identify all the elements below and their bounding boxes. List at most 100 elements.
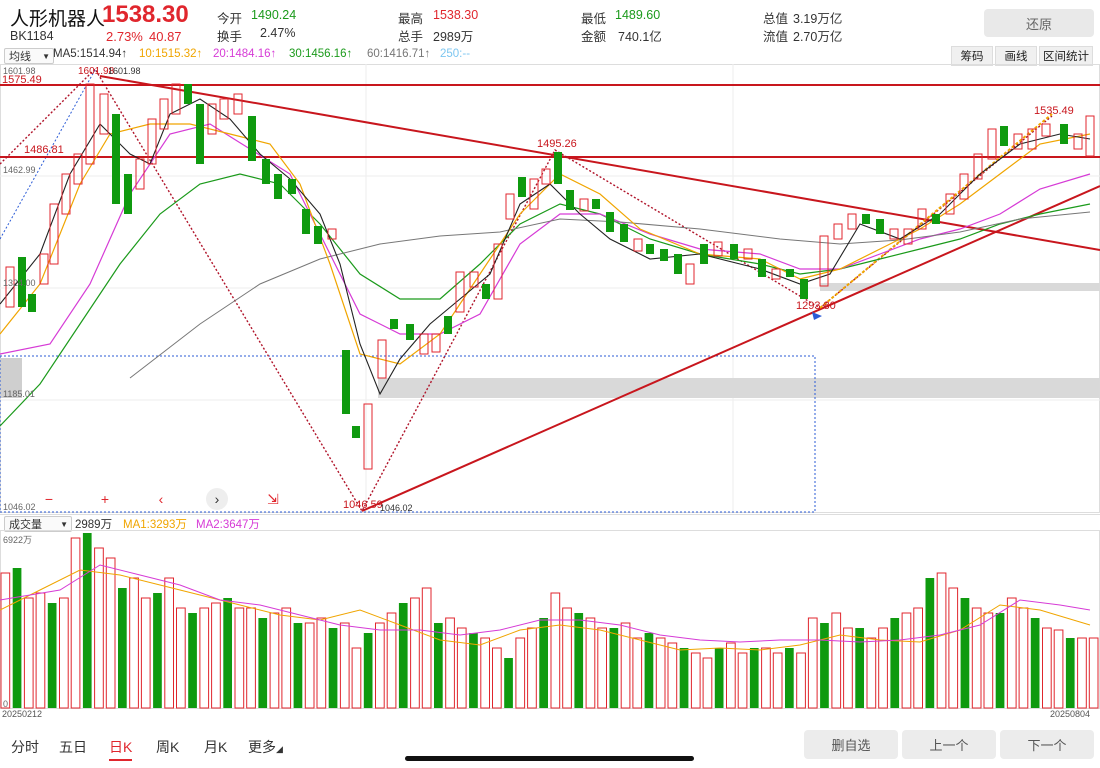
volume-select-value: 成交量 bbox=[9, 519, 42, 531]
volume-bar bbox=[47, 603, 57, 708]
next-button[interactable]: 下一个 bbox=[1000, 730, 1094, 759]
stat-label-total-value: 总值 bbox=[763, 12, 789, 26]
range-stats-button[interactable]: 区间统计 bbox=[1039, 46, 1093, 66]
volume-bar bbox=[820, 623, 829, 708]
volume-bar bbox=[304, 622, 315, 709]
tab-monthly-k[interactable]: 月K bbox=[204, 739, 228, 755]
stat-value-open: 1490.24 bbox=[251, 8, 297, 22]
volume-bar bbox=[1042, 627, 1052, 709]
stat-label-open: 今开 bbox=[217, 12, 243, 26]
volume-bar bbox=[855, 628, 864, 708]
volume-bar bbox=[585, 617, 596, 709]
volume-bar bbox=[644, 633, 654, 708]
price-axis-top: 1601.98 bbox=[3, 66, 36, 76]
high-label-2: 1601.98 bbox=[108, 66, 141, 76]
stat-value-high: 1538.30 bbox=[433, 8, 479, 22]
volume-bar bbox=[199, 607, 210, 709]
volume-bar bbox=[690, 652, 701, 709]
volume-bar bbox=[398, 603, 408, 708]
volume-bar bbox=[726, 642, 736, 709]
tab-five-day[interactable]: 五日 bbox=[59, 739, 87, 755]
volume-bar bbox=[527, 627, 537, 709]
volume-bar bbox=[772, 652, 783, 709]
volume-bar bbox=[1018, 607, 1029, 709]
volume-bar bbox=[609, 628, 619, 708]
volume-bar bbox=[574, 613, 584, 708]
restore-button[interactable]: 还原 bbox=[984, 9, 1094, 37]
volume-bar bbox=[23, 597, 34, 709]
volume-date-start: 20250212 bbox=[2, 709, 43, 719]
stock-name: 人形机器人 bbox=[10, 9, 106, 30]
volume-bar bbox=[188, 613, 197, 708]
volume-bar bbox=[796, 652, 806, 709]
volume-bar bbox=[597, 627, 607, 709]
volume-bar bbox=[936, 572, 947, 709]
ma20-line bbox=[0, 123, 1091, 355]
stat-label-turnover: 换手 bbox=[217, 30, 243, 44]
ma-select-value: 均线 bbox=[9, 51, 31, 63]
volume-bar bbox=[831, 612, 842, 709]
tab-weekly-k[interactable]: 周K bbox=[156, 739, 180, 755]
draw-line-button[interactable]: 画线 bbox=[995, 46, 1037, 66]
volume-bar bbox=[12, 568, 22, 708]
stat-label-amount: 金额 bbox=[581, 30, 607, 44]
volume-select[interactable]: 成交量 ▼ bbox=[4, 516, 72, 532]
price-chart[interactable] bbox=[0, 64, 1100, 514]
volume-bar bbox=[211, 602, 221, 709]
previous-button[interactable]: 上一个 bbox=[902, 730, 996, 759]
candlesticks bbox=[5, 83, 1095, 470]
tab-more-label: 更多 bbox=[248, 739, 276, 755]
chips-button[interactable]: 筹码 bbox=[951, 46, 993, 66]
zoom-in-icon[interactable]: + bbox=[100, 491, 110, 507]
current-price: 1538.30 bbox=[102, 1, 189, 28]
volume-bar bbox=[246, 607, 256, 709]
volume-bar bbox=[386, 612, 397, 709]
volume-bar bbox=[410, 597, 420, 709]
stat-label-high: 最高 bbox=[398, 12, 424, 26]
volume-bar bbox=[480, 637, 490, 709]
fit-range-icon[interactable]: ⇲ bbox=[267, 490, 279, 507]
volume-bar bbox=[562, 607, 572, 709]
ma60-line bbox=[129, 211, 1091, 379]
volume-ma2: MA2:3647万 bbox=[196, 519, 260, 531]
volume-bar bbox=[679, 648, 689, 708]
volume-date-end: 20250804 bbox=[1050, 709, 1091, 719]
ma30-value: 30:1456.16↑ bbox=[289, 48, 353, 60]
volume-chart[interactable] bbox=[0, 530, 1100, 710]
tab-more[interactable]: 更多◢ bbox=[248, 737, 283, 757]
expand-icon: ◢ bbox=[276, 744, 283, 754]
volume-bar bbox=[1077, 637, 1087, 709]
descending-trendline bbox=[99, 75, 1100, 251]
volume-bar bbox=[901, 612, 912, 709]
volume-axis-bottom: 0 bbox=[3, 699, 9, 709]
volume-bar bbox=[843, 627, 853, 709]
level-label-1575: 1575.49 bbox=[2, 74, 42, 86]
zoom-out-icon[interactable]: − bbox=[44, 491, 54, 507]
volume-bar bbox=[1006, 597, 1017, 709]
change-amount: 40.87 bbox=[149, 29, 182, 44]
tab-intraday[interactable]: 分时 bbox=[11, 739, 39, 755]
ma250-value: 250:-- bbox=[440, 48, 471, 60]
stat-label-low: 最低 bbox=[581, 12, 607, 26]
volume-ma1: MA1:3293万 bbox=[123, 519, 187, 531]
pan-left-icon[interactable]: ‹ bbox=[158, 491, 164, 507]
price-axis-low2: 1185.01 bbox=[3, 389, 35, 399]
volume-bar bbox=[995, 613, 1005, 708]
tab-daily-k[interactable]: 日K bbox=[109, 737, 133, 761]
ma60-value: 60:1416.71↑ bbox=[367, 48, 431, 60]
volume-bar bbox=[749, 648, 759, 708]
low-label-2: 1046.02 bbox=[380, 503, 413, 513]
pan-right-icon[interactable]: › bbox=[206, 488, 228, 510]
level-label-1486: 1486.81 bbox=[24, 144, 64, 156]
volume-bar bbox=[492, 647, 502, 709]
volume-bar bbox=[234, 607, 245, 709]
volume-bar bbox=[223, 598, 232, 708]
ma-select[interactable]: 均线 ▼ bbox=[4, 48, 54, 64]
volume-bar bbox=[269, 612, 280, 709]
ma10-line bbox=[0, 123, 1091, 365]
remove-favorite-button[interactable]: 删自选 bbox=[804, 730, 898, 759]
volume-bar bbox=[105, 557, 116, 709]
ascending-trendline bbox=[361, 185, 1100, 512]
volume-bar bbox=[807, 617, 818, 709]
volume-axis-top: 6922万 bbox=[3, 535, 33, 545]
